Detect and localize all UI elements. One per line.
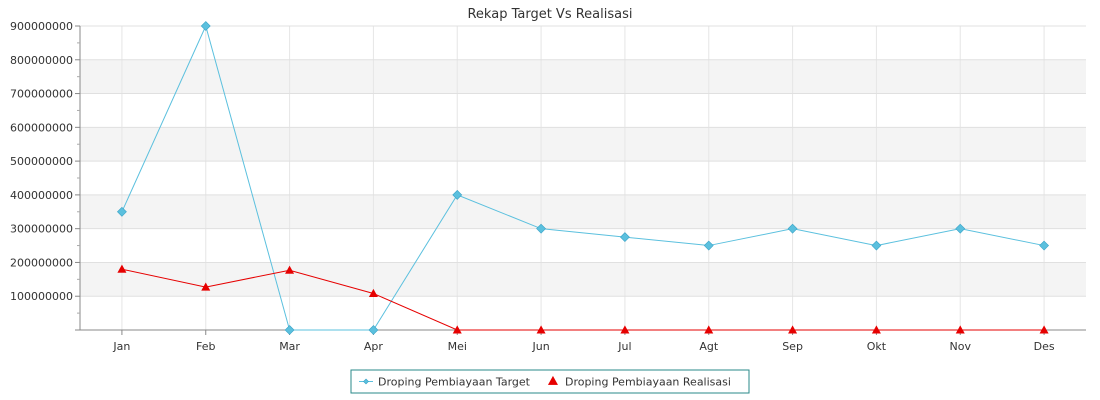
x-tick-label: Feb <box>196 340 215 353</box>
data-point[interactable] <box>284 325 295 335</box>
vertical-gridlines <box>121 26 1045 330</box>
series-target <box>116 21 1050 335</box>
legend-label: Droping Pembiayaan Realisasi <box>565 376 731 389</box>
y-axis-ticks: 100000000 200000000 300000000 400000000 5000… <box>10 20 80 314</box>
x-tick-label: Sep <box>782 340 803 353</box>
y-tick-label: 600000000 <box>10 121 73 134</box>
data-point[interactable] <box>955 223 966 234</box>
data-point[interactable] <box>201 282 211 291</box>
data-point[interactable] <box>200 21 211 31</box>
data-point[interactable] <box>1039 240 1050 251</box>
data-point[interactable] <box>704 325 714 334</box>
data-point[interactable] <box>285 265 295 274</box>
legend-item-realisasi[interactable]: Droping Pembiayaan Realisasi <box>547 375 731 389</box>
data-point[interactable] <box>620 325 630 334</box>
data-point[interactable] <box>871 325 881 334</box>
y-tick-label: 700000000 <box>10 88 73 101</box>
x-tick-label: Apr <box>364 340 384 353</box>
legend-label: Droping Pembiayaan Target <box>378 376 531 389</box>
legend[interactable]: Droping Pembiayaan Target Droping Pembiay… <box>350 369 750 394</box>
data-point[interactable] <box>788 325 798 334</box>
data-point[interactable] <box>536 223 547 234</box>
series-realisasi <box>117 264 1049 334</box>
data-point[interactable] <box>116 206 127 217</box>
series-line <box>121 268 1045 331</box>
x-tick-label: Okt <box>867 340 887 353</box>
data-point[interactable] <box>955 325 965 334</box>
legend-item-target[interactable]: Droping Pembiayaan Target <box>359 376 531 389</box>
y-tick-label: 300000000 <box>10 223 73 236</box>
plot-band <box>80 194 1086 229</box>
plot-band <box>80 127 1086 162</box>
data-point[interactable] <box>619 232 630 243</box>
x-tick-label: Des <box>1034 340 1055 353</box>
x-tick-label: Mei <box>448 340 467 353</box>
data-point[interactable] <box>117 264 127 273</box>
y-tick-label: 900000000 <box>10 20 73 33</box>
x-tick-label: Jun <box>531 340 549 353</box>
plot-band <box>80 262 1086 297</box>
data-point[interactable] <box>1039 325 1049 334</box>
x-tick-label: Nov <box>950 340 972 353</box>
series-line <box>121 24 1045 331</box>
x-tick-label: Agt <box>699 340 719 353</box>
y-tick-label: 800000000 <box>10 54 73 67</box>
y-tick-label: 500000000 <box>10 155 73 168</box>
data-point[interactable] <box>363 378 369 385</box>
y-tick-label: 200000000 <box>10 256 73 269</box>
data-point[interactable] <box>368 325 379 335</box>
data-point[interactable] <box>452 325 462 334</box>
data-point[interactable] <box>536 325 546 334</box>
data-point[interactable] <box>368 288 378 298</box>
x-axis-ticks: Jan Feb Mar Apr Mei Jun Jul Agt Sep Okt Nov Des <box>112 330 1055 353</box>
data-point[interactable] <box>452 189 463 200</box>
series-layer <box>116 21 1050 335</box>
data-point[interactable] <box>787 223 798 234</box>
x-tick-label: Jul <box>617 340 631 353</box>
x-tick-label: Jan <box>112 340 130 353</box>
data-point[interactable] <box>703 240 714 251</box>
data-point[interactable] <box>871 240 882 251</box>
chart-title: Rekap Target Vs Realisasi <box>467 7 632 22</box>
y-tick-label: 400000000 <box>10 189 73 202</box>
y-tick-label: 100000000 <box>10 290 73 303</box>
data-point[interactable] <box>547 375 558 385</box>
plot-bands <box>80 59 1086 297</box>
plot-band <box>80 59 1086 94</box>
x-tick-label: Mar <box>279 340 300 353</box>
horizontal-gridlines <box>80 25 1086 297</box>
